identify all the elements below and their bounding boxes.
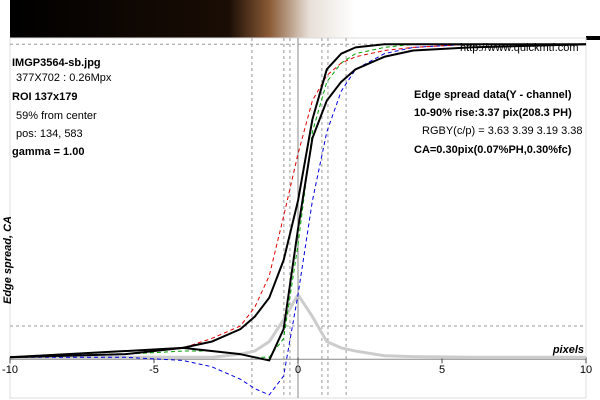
series-line (9, 43, 586, 359)
annotation: gamma = 1.00 (12, 146, 84, 158)
x-tick-label: -5 (149, 364, 159, 376)
series-line (9, 43, 586, 358)
y-axis-label: Edge spread, CA (2, 216, 14, 304)
x-tick-label: 0 (295, 364, 301, 376)
series-line (10, 43, 586, 396)
annotation: ROI 137x179 (12, 91, 77, 103)
corner-bar (586, 36, 600, 40)
x-tick-label: -10 (2, 364, 18, 376)
series-line (9, 43, 587, 362)
annotation: 59% from center (16, 110, 97, 122)
series-line (9, 43, 586, 358)
annotation: IMGP3564-sb.jpg (12, 57, 101, 69)
annotation: 10-90% rise:3.37 pix(208.3 PH) (414, 107, 572, 119)
annotation: http://www.quickmtf.com (460, 42, 579, 54)
annotation: pos: 134, 583 (16, 128, 83, 140)
x-tick-label: 10 (580, 364, 592, 376)
annotation: 377X702 : 0.26Mpx (16, 72, 112, 84)
x-axis-label: pixels (552, 344, 584, 356)
annotation: RGBY(c/p) = 3.63 3.39 3.19 3.38 (422, 125, 583, 137)
annotation: Edge spread data(Y - channel) (414, 89, 572, 101)
annotation: CA=0.30pix(0.07%PH,0.30%fc) (414, 144, 572, 156)
edge-strip (10, 0, 586, 38)
x-tick-label: 5 (439, 364, 445, 376)
